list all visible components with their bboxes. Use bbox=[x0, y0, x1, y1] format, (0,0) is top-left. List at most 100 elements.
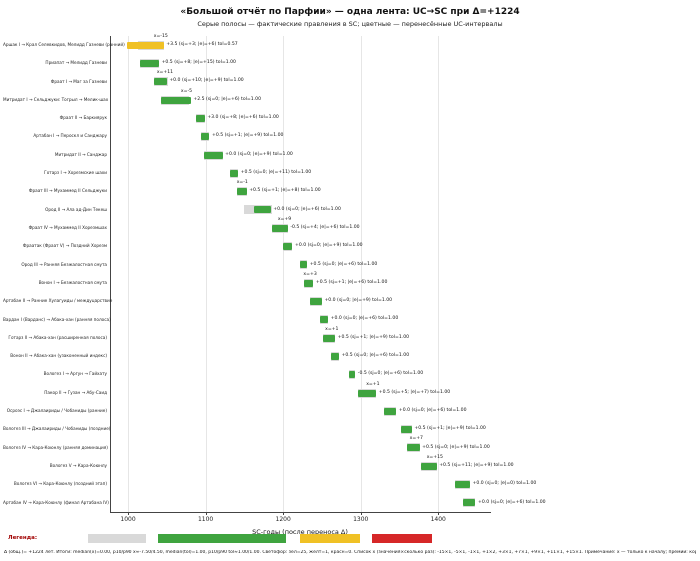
bar-annotation: +0.5 (sj=0; |e|=+9) tol=1.00 bbox=[422, 444, 490, 450]
uc-bar bbox=[300, 261, 308, 269]
row-label: Осроэс I → Джалаириды / Чобаниды (ранние… bbox=[6, 408, 107, 414]
x-offset-label: x=+9 bbox=[277, 216, 292, 222]
legend: Легенда: bbox=[0, 534, 700, 546]
uc-bar bbox=[153, 78, 167, 86]
bar-annotation: +0.5 (sj=0; |e|=+11) tol=1.00 bbox=[240, 170, 312, 175]
bar-annotation: +0.5 (sj=+11; |e|=+9) tol=1.00 bbox=[439, 462, 514, 468]
axis-tick-label: 1400 bbox=[430, 516, 446, 523]
uc-bar bbox=[323, 334, 336, 342]
bar-annotation: +0.0 (sj=0; |e|=+9) tol=1.00 bbox=[324, 298, 393, 304]
row-label: Митридат II → Санджар bbox=[54, 151, 107, 157]
row-label: Фраат II → Баркиярук bbox=[59, 115, 107, 121]
bar-annotation: +0.0 (sj=0; |e|=+9) tol=1.00 bbox=[294, 243, 363, 249]
row-label: Ород III → Ранняя Безжалостная смута bbox=[21, 261, 107, 267]
uc-bar bbox=[229, 169, 239, 177]
bar-annotation: +0.5 (sj=+5; |e|=+7) tol=1.00 bbox=[378, 389, 451, 395]
row-label: Вологез V → Кара-Коюнлу bbox=[49, 463, 107, 469]
legend-title: Легенда: bbox=[8, 535, 38, 541]
gridline bbox=[205, 36, 207, 512]
axis-tick bbox=[205, 512, 207, 515]
uc-bar bbox=[272, 224, 288, 232]
row-label: Вологез IV → Кара-Коюнлу (ранняя доминац… bbox=[3, 444, 108, 450]
axis-tick bbox=[283, 512, 285, 515]
row-label: Фраатак (Фраат V) → Поздний Хорезм bbox=[22, 243, 107, 249]
uc-bar bbox=[358, 389, 377, 397]
row-label: Готарз I → Хорезмские шахи bbox=[44, 170, 107, 176]
gridline bbox=[360, 36, 362, 512]
uc-bar bbox=[383, 407, 397, 415]
uc-bar bbox=[236, 188, 247, 196]
bar-annotation: +0.0 (sj=0; |e|=+9) tol=1.00 bbox=[225, 151, 293, 157]
uc-bar bbox=[126, 41, 164, 49]
bar-annotation: +3.5 (sj=+3; |e|=+6) tol=0.57 bbox=[166, 41, 238, 47]
uc-bar bbox=[463, 499, 476, 507]
red-bad-swatch bbox=[372, 534, 432, 543]
x-offset-label: x=-1 bbox=[236, 180, 248, 186]
row-label: Артабан I → Пероскл и Санджару bbox=[33, 133, 107, 139]
row-label: Вонон II → Абака-хан (узаконенный индекс… bbox=[10, 353, 107, 359]
x-offset-label: x=+1 bbox=[325, 326, 339, 332]
row-label: Фраат IV → Мухаммед II Хорезмшах bbox=[28, 225, 107, 231]
bar-annotation: +0.5 (sj=0; |e|=+6) tol=1.00 bbox=[341, 353, 410, 359]
x-offset-label: x=-15 bbox=[153, 33, 168, 39]
row-label: Фраат I → Маг за Газневи bbox=[50, 78, 107, 84]
bar-annotation: +0.5 (sj=+1; |e|=+9) tol=1.00 bbox=[337, 334, 410, 340]
bar-annotation: +0.5 (sj=+1; |e|=+9) tol=1.00 bbox=[414, 426, 486, 432]
row-label: Пакор II → Гузан → Абу-Саид bbox=[44, 389, 107, 395]
sc-band-swatch bbox=[88, 534, 146, 543]
gridline bbox=[438, 36, 440, 512]
footnote-text: Δ (общ.)= +1224 лет. Итоги: median(x)=0.… bbox=[4, 550, 696, 555]
bar-annotation: +0.0 (sj=0; |e|=+6) tol=1.00 bbox=[330, 316, 399, 322]
uc-bar bbox=[407, 444, 420, 452]
row-label: Артабан IV → Кара-Коюнлу (финал Артабана… bbox=[3, 499, 109, 505]
uc-bar bbox=[254, 206, 271, 214]
x-offset-label: x=+3 bbox=[303, 271, 317, 277]
row-label: Ород II → Ала ад-Дин Текеш bbox=[45, 206, 107, 212]
axis-tick bbox=[360, 512, 362, 515]
uc-bar bbox=[331, 352, 339, 360]
bar-annotation: +0.0 (sj=0; |e|=+6) tol=1.00 bbox=[477, 499, 546, 505]
chart-title: «Большой отчёт по Парфии» — одна лента: … bbox=[180, 7, 520, 17]
bar-annotation: +0.5 (sj=+8; |e|=+15) tol=1.00 bbox=[161, 60, 236, 66]
row-label: Вологез III → Джалаириды / Чобаниды (поз… bbox=[3, 426, 111, 432]
row-label: Аршак I → Крал Селевкидов, Мелидд Газнев… bbox=[3, 41, 125, 47]
x-offset-label: x=+1 bbox=[366, 381, 380, 387]
axis-tick-label: 1100 bbox=[197, 516, 214, 523]
uc-bar bbox=[349, 371, 356, 379]
x-offset-label: x=-5 bbox=[180, 88, 193, 94]
axis-tick-label: 1200 bbox=[275, 516, 291, 523]
uc-bar bbox=[160, 96, 191, 104]
row-label: Приапат → Мелидд Газневи bbox=[45, 60, 107, 66]
gridline bbox=[128, 36, 130, 512]
uc-bar bbox=[401, 426, 412, 434]
uc-bar bbox=[283, 243, 293, 251]
row-label: Вологез I → Аргун → Гайхату bbox=[43, 371, 107, 377]
uc-bar bbox=[200, 133, 210, 141]
uc-bar bbox=[140, 59, 160, 67]
row-label: Митридат I → Сельджуки: Тогрыл → Мелик-ш… bbox=[3, 96, 109, 102]
uc-bar bbox=[309, 297, 322, 305]
bar-annotation: +2.5 (sj=0; |e|=+6) tol=1.00 bbox=[193, 96, 261, 102]
bar-annotation: +0.5 (sj=+1; |e|=+9) tol=1.00 bbox=[211, 133, 284, 139]
bar-annotation: +0.0 (sj=+10; |e|=+9) tol=1.00 bbox=[169, 78, 244, 84]
axis-tick-label: 1000 bbox=[120, 516, 136, 523]
plot-area: 1000 1100 1200 1300 1400 Аршак I → Крал Селев… bbox=[3, 33, 546, 523]
bar-annotation: +0.5 (sj=+1; |e|=+6) tol=1.00 bbox=[315, 279, 388, 285]
uc-bar bbox=[455, 481, 471, 489]
row-label: Вологез VI → Кара-Коюнлу (поздний этап) bbox=[13, 481, 107, 487]
row-label: Готарз II → Абака-хан (расширенная полос… bbox=[8, 334, 107, 340]
bar-annotation: -0.5 (sj=0; |e|=+6) tol=1.00 bbox=[357, 371, 424, 377]
uc-bar bbox=[204, 151, 223, 159]
chart-subtitle: Серые полосы — фактические правления в S… bbox=[197, 20, 503, 28]
bar-annotation: +3.0 (sj=+8; |e|=+6) tol=1.00 bbox=[207, 115, 279, 121]
bar-annotation: +0.0 (sj=0; |e|=+6) tol=1.00 bbox=[398, 408, 467, 413]
uc-bar bbox=[421, 462, 437, 470]
x-offset-label: x=+11 bbox=[156, 70, 174, 76]
axis-tick-label: 1300 bbox=[353, 516, 369, 523]
row-label: Фраат III → Мухаммед II Сельджуки bbox=[28, 188, 107, 194]
bar-annotation: +0.0 (sj=0; |e|=+6) tol=1.00 bbox=[273, 206, 341, 212]
row-label: Вардан I (Варданс) → Абака-хан (ранняя п… bbox=[3, 316, 111, 322]
x-axis-label: SC-годы (после переноса Δ) bbox=[252, 528, 348, 536]
x-offset-label: x=+7 bbox=[409, 436, 423, 442]
